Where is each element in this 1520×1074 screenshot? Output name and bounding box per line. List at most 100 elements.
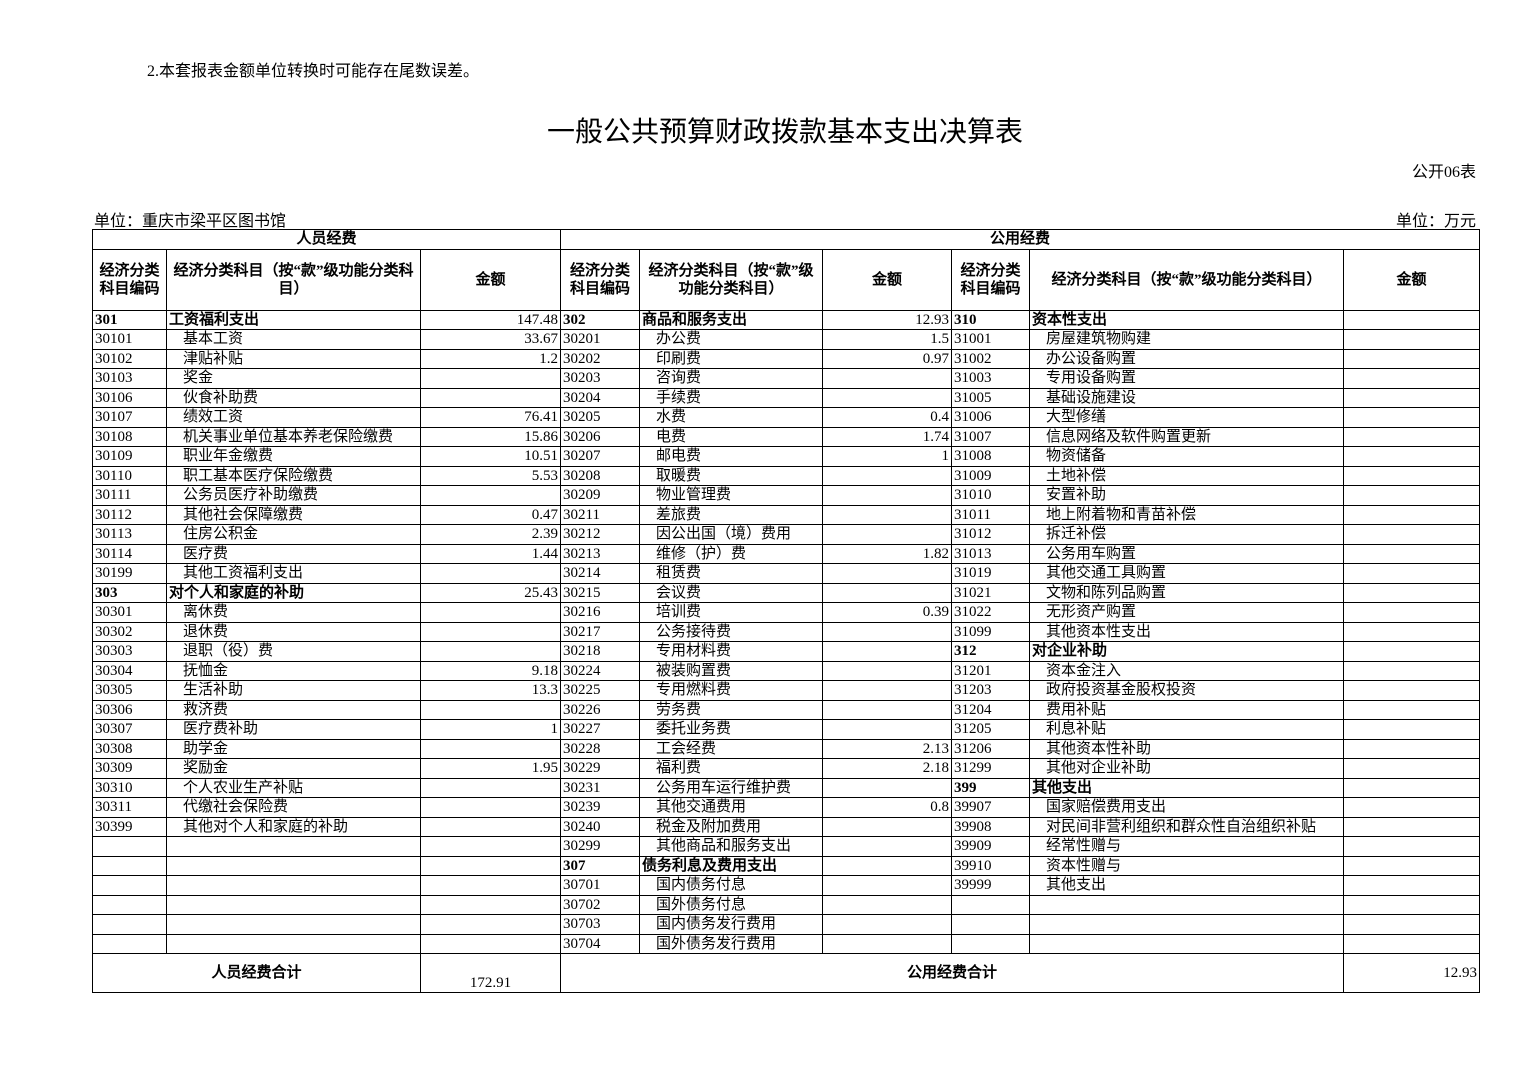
cell-name: 资本金注入 [1029, 660, 1344, 681]
public-total-label: 公用经费合计 [560, 953, 1344, 993]
cell-name: 公务员医疗补助缴费 [166, 485, 421, 506]
cell-name [166, 855, 421, 876]
cell-code [92, 855, 167, 876]
cell-name: 委托业务费 [639, 719, 823, 740]
cell-code: 302 [560, 309, 640, 330]
table-row: 30114 医疗费 1.44 30213 维修（护）费 1.82 31013 公务用车购置 [92, 543, 1481, 564]
cell-amount [822, 504, 952, 525]
cell-amount [822, 699, 952, 720]
cell-code: 30203 [560, 368, 640, 389]
cell-name: 其他支出 [1029, 777, 1344, 798]
cell-amount [822, 485, 952, 506]
cell-name [166, 875, 421, 896]
cell-amount: 13.3 [420, 680, 561, 701]
cell-amount [420, 816, 561, 837]
cell-name: 工资福利支出 [166, 309, 421, 330]
cell-amount [420, 855, 561, 876]
cell-name [166, 836, 421, 857]
cell-name: 公务用车运行维护费 [639, 777, 823, 798]
cell-amount [822, 563, 952, 584]
cell-code: 30114 [92, 543, 167, 564]
table-row: 30701 国内债务付息 39999 其他支出 [92, 875, 1481, 896]
cell-name: 国家赔偿费用支出 [1029, 797, 1344, 818]
cell-name: 税金及附加费用 [639, 816, 823, 837]
cell-name: 会议费 [639, 582, 823, 603]
cell-name: 国外债务发行费用 [639, 933, 823, 954]
cell-name: 维修（护）费 [639, 543, 823, 564]
cell-code: 31007 [951, 426, 1030, 447]
group-public: 公用经费 [559, 229, 1481, 250]
cell-code: 31206 [951, 738, 1030, 759]
cell-amount [1342, 524, 1481, 545]
personnel-total: 172.91 [420, 953, 561, 993]
cell-name: 其他交通费用 [639, 797, 823, 818]
cell-amount: 33.67 [420, 329, 561, 350]
cell-amount: 15.86 [420, 426, 561, 447]
cell-amount [1342, 855, 1481, 876]
cell-name: 经常性赠与 [1029, 836, 1344, 857]
cell-amount [822, 680, 952, 701]
table-row: 30107 绩效工资 76.41 30205 水费 0.4 31006 大型修缮 [92, 407, 1481, 428]
cell-code: 30106 [92, 387, 167, 408]
cell-amount: 10.51 [420, 446, 561, 467]
cell-amount [1342, 621, 1481, 642]
cell-name: 咨询费 [639, 368, 823, 389]
cell-amount [1342, 777, 1481, 798]
cell-code: 30239 [560, 797, 640, 818]
table-row: 301 工资福利支出 147.48 302 商品和服务支出 12.93 310 资本性支出 [92, 309, 1481, 330]
cell-code: 30701 [560, 875, 640, 896]
cell-amount [420, 894, 561, 915]
cell-amount [1342, 465, 1481, 486]
cell-code: 31012 [951, 524, 1030, 545]
cell-name: 资本性赠与 [1029, 855, 1344, 876]
cell-amount: 0.8 [822, 797, 952, 818]
cell-name: 退休费 [166, 621, 421, 642]
cell-amount [1342, 875, 1481, 896]
cell-code: 39910 [951, 855, 1030, 876]
cell-name: 伙食补助费 [166, 387, 421, 408]
cell-name: 公务接待费 [639, 621, 823, 642]
cell-amount [1342, 933, 1481, 954]
header-name: 经济分类科目（按“款”级功能分类科目） [639, 248, 823, 311]
cell-amount [1342, 660, 1481, 681]
table-row: 30302 退休费 30217 公务接待费 31099 其他资本性支出 [92, 621, 1481, 642]
cell-amount [822, 894, 952, 915]
cell-amount [1342, 543, 1481, 564]
table-row: 30106 伙食补助费 30204 手续费 31005 基础设施建设 [92, 387, 1481, 408]
cell-amount [420, 641, 561, 662]
cell-name: 其他交通工具购置 [1029, 563, 1344, 584]
cell-code: 30206 [560, 426, 640, 447]
cell-amount: 2.18 [822, 758, 952, 779]
table-row: 30103 奖金 30203 咨询费 31003 专用设备购置 [92, 368, 1481, 389]
cell-amount [1342, 582, 1481, 603]
cell-code [92, 894, 167, 915]
unit-name: 单位：重庆市梁平区图书馆 [94, 213, 287, 230]
cell-code: 30702 [560, 894, 640, 915]
cell-code: 30209 [560, 485, 640, 506]
cell-name: 津贴补贴 [166, 348, 421, 369]
cell-code: 30311 [92, 797, 167, 818]
group-personnel: 人员经费 [92, 229, 561, 250]
cell-name: 无形资产购置 [1029, 602, 1344, 623]
cell-amount [420, 563, 561, 584]
cell-amount [1342, 426, 1481, 447]
cell-amount [1342, 446, 1481, 467]
cell-name: 培训费 [639, 602, 823, 623]
cell-code: 30113 [92, 524, 167, 545]
cell-name: 其他社会保障缴费 [166, 504, 421, 525]
cell-amount [822, 387, 952, 408]
cell-code: 30110 [92, 465, 167, 486]
cell-code: 30199 [92, 563, 167, 584]
cell-code: 30231 [560, 777, 640, 798]
cell-name: 拆迁补偿 [1029, 524, 1344, 545]
header-amount: 金额 [1342, 248, 1481, 311]
cell-name: 离休费 [166, 602, 421, 623]
cell-name: 劳务费 [639, 699, 823, 720]
table-row: 30702 国外债务付息 [92, 894, 1481, 915]
expenditure-table: 人员经费 公用经费 经济分类科目编码 经济分类科目（按“款”级功能分类科目） 金额 经… [92, 229, 1481, 993]
cell-name: 商品和服务支出 [639, 309, 823, 330]
table-row: 30311 代缴社会保险费 30239 其他交通费用 0.8 39907 国家赔偿费用支出 [92, 797, 1481, 818]
cell-name: 印刷费 [639, 348, 823, 369]
cell-code: 30212 [560, 524, 640, 545]
